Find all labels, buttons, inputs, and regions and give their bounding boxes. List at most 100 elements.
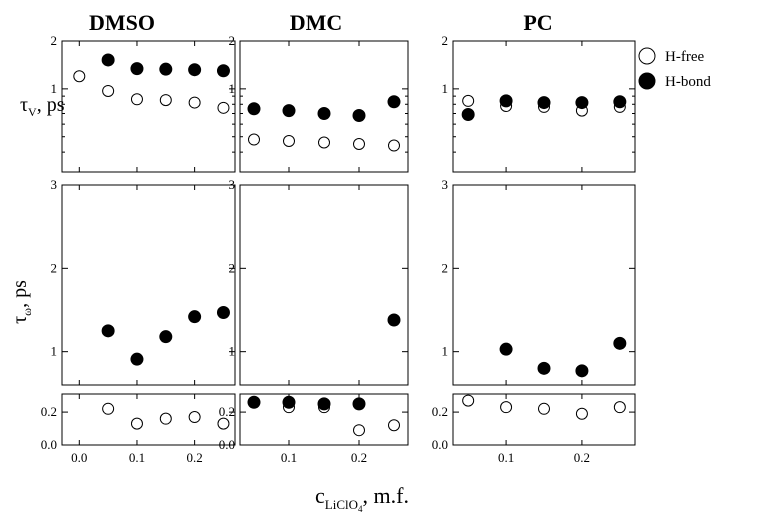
x-axis-label: cLiClO4, m.f. (315, 483, 409, 514)
y-axis-label-tau-w-sub: ω (20, 308, 34, 316)
x-tick-label: 0.1 (498, 450, 514, 465)
y-tick-label: 1 (442, 81, 449, 96)
y-tick-label: 0.0 (219, 437, 235, 452)
data-point-bond (282, 395, 296, 409)
y-tick-label: 1 (229, 81, 236, 96)
y-tick-label: 0.2 (432, 404, 448, 419)
x-tick-label: 0.0 (71, 450, 87, 465)
data-point-bond (130, 352, 144, 366)
y-tick-label: 0.2 (219, 404, 235, 419)
panel-dmc-tau_w_high: 1 2 3 (229, 177, 409, 386)
y-axis-label-tau-v-main: τ (20, 94, 28, 116)
y-tick-label: 1 (51, 344, 58, 359)
x-axis-label-unit: , m.f. (363, 483, 409, 508)
panel-dmc-tau_v: 12 (229, 33, 409, 173)
data-point-free (462, 94, 475, 107)
y-tick-label: 0.0 (432, 437, 448, 452)
data-point-bond (387, 95, 401, 109)
data-point-free (130, 93, 143, 106)
data-point-free (462, 394, 475, 407)
data-point-free (248, 133, 260, 146)
data-point-bond (159, 330, 173, 344)
panel-frame (61, 40, 236, 173)
panel-frame (61, 184, 236, 386)
y-tick-label: 2 (442, 33, 449, 48)
data-point-bond (352, 108, 366, 122)
data-point-free (217, 101, 230, 114)
data-point-bond (188, 310, 202, 324)
data-point-free (102, 402, 115, 415)
panel-dmc-tau_w_low: 0.0 0.2 0.1 0.2 (219, 393, 409, 465)
y-tick-label: 2 (442, 260, 449, 275)
data-point-bond (130, 62, 144, 76)
data-point-bond (101, 53, 115, 67)
data-point-bond (575, 96, 589, 110)
y-tick-label: 3 (51, 177, 58, 192)
panel-dmso-tau_v: 12 (51, 33, 236, 173)
data-point-free (217, 417, 230, 430)
panel-frame (452, 393, 636, 446)
data-point-free (159, 412, 172, 425)
panel-frame (452, 40, 636, 173)
column-title-dmc: DMC (290, 10, 343, 35)
data-point-bond (537, 96, 551, 110)
data-point-free (318, 136, 330, 149)
data-point-free (388, 419, 400, 432)
data-point-bond (247, 102, 261, 116)
data-point-free (188, 411, 201, 424)
y-tick-label: 0.2 (41, 404, 57, 419)
data-point-free (388, 139, 400, 152)
panel-frame (239, 393, 409, 446)
panel-pc-tau_w_low: 0.0 0.2 0.1 0.2 (432, 393, 636, 465)
data-point-free (130, 417, 143, 430)
y-axis-label-tau-v: τV, ps (20, 94, 65, 119)
data-point-bond (216, 64, 230, 78)
y-axis-label-tau-v-unit: , ps (37, 94, 65, 116)
y-tick-label: 0.0 (41, 437, 57, 452)
data-point-bond (613, 95, 627, 109)
column-title-pc: PC (523, 10, 552, 35)
x-tick-label: 0.2 (351, 450, 367, 465)
x-tick-label: 0.1 (281, 450, 297, 465)
data-point-bond (499, 342, 513, 356)
data-point-free (159, 94, 172, 107)
data-point-bond (352, 397, 366, 411)
data-point-bond (537, 361, 551, 375)
data-point-free (500, 401, 513, 414)
data-point-bond (101, 324, 115, 338)
data-point-bond (461, 107, 475, 121)
y-axis-label-tau-w-unit: , ps (9, 280, 31, 308)
panel-dmso-tau_w_high: 1 2 3 (51, 177, 236, 386)
data-point-bond (317, 397, 331, 411)
y-tick-label: 1 (229, 344, 236, 359)
x-tick-label: 0.1 (129, 450, 145, 465)
data-point-bond (159, 62, 173, 76)
data-point-bond (613, 336, 627, 350)
data-point-bond (216, 306, 230, 319)
y-axis-label-tau-w-group: τω, ps (9, 280, 34, 324)
x-tick-label: 0.2 (574, 450, 590, 465)
y-axis-label-tau-w-main: τ (9, 316, 31, 324)
y-tick-label: 2 (51, 33, 58, 48)
data-point-free (102, 84, 115, 97)
y-tick-label: 1 (51, 81, 58, 96)
data-point-free (575, 407, 588, 420)
y-tick-label: 2 (229, 33, 236, 48)
data-point-bond (387, 313, 401, 327)
legend: H-free H-bond (638, 47, 711, 90)
y-tick-label: 3 (229, 177, 236, 192)
legend-marker-h-free (638, 47, 656, 65)
data-point-free (188, 96, 201, 109)
x-axis-label-sub2: 4 (358, 504, 363, 514)
y-axis-label-tau-w: τω, ps (9, 280, 34, 324)
data-point-bond (317, 106, 331, 120)
legend-marker-h-bond (638, 72, 656, 90)
x-tick-label: 0.2 (187, 450, 203, 465)
data-point-free (353, 424, 365, 437)
panel-pc-tau_v: 12 (442, 33, 636, 173)
y-tick-label: 2 (51, 260, 58, 275)
data-point-free (538, 402, 550, 415)
y-tick-label: 1 (442, 344, 449, 359)
panel-frame (239, 184, 409, 386)
